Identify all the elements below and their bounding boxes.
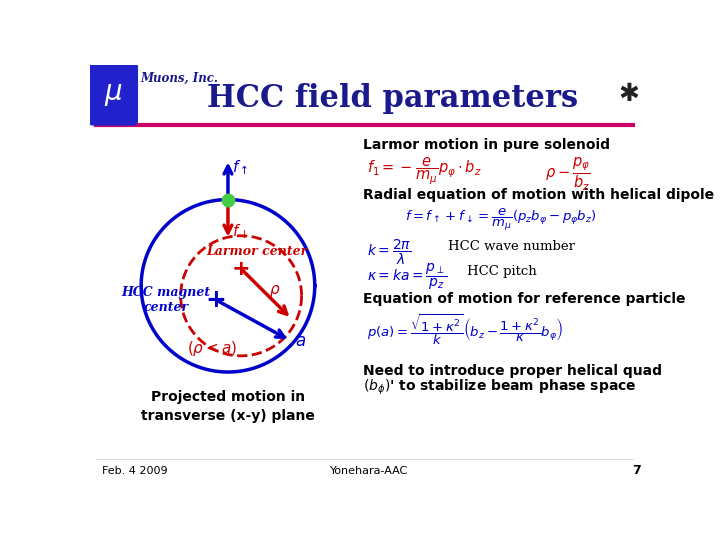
Text: Feb. 4 2009: Feb. 4 2009 bbox=[102, 465, 167, 476]
Text: $a$: $a$ bbox=[294, 334, 306, 350]
Text: Equation of motion for reference particle: Equation of motion for reference particl… bbox=[363, 292, 685, 306]
Text: $f_\downarrow$: $f_\downarrow$ bbox=[232, 222, 248, 241]
Text: Larmor motion in pure solenoid: Larmor motion in pure solenoid bbox=[363, 138, 610, 152]
Text: Radial equation of motion with helical dipole: Radial equation of motion with helical d… bbox=[363, 188, 714, 202]
Text: $k = \dfrac{2\pi}{\lambda}$: $k = \dfrac{2\pi}{\lambda}$ bbox=[366, 237, 411, 267]
Text: HCC pitch: HCC pitch bbox=[467, 265, 537, 278]
Text: HCC field parameters: HCC field parameters bbox=[207, 83, 578, 114]
Text: Need to introduce proper helical quad: Need to introduce proper helical quad bbox=[363, 363, 662, 377]
Text: 7: 7 bbox=[632, 464, 641, 477]
Text: $\rho - \dfrac{p_\varphi}{b_z}$: $\rho - \dfrac{p_\varphi}{b_z}$ bbox=[545, 156, 590, 193]
Text: $(b_\phi)$' to stabilize beam phase space: $(b_\phi)$' to stabilize beam phase spac… bbox=[363, 377, 636, 397]
Text: $\rho$: $\rho$ bbox=[269, 283, 281, 299]
Text: Projected motion in
transverse (x-y) plane: Projected motion in transverse (x-y) pla… bbox=[141, 390, 315, 423]
Text: Larmor center: Larmor center bbox=[206, 245, 307, 258]
Text: $f_\uparrow$: $f_\uparrow$ bbox=[232, 158, 248, 177]
Text: $f = f_\uparrow + f_\downarrow = \dfrac{e}{m_\mu}(p_z b_\varphi - p_\varphi b_z): $f = f_\uparrow + f_\downarrow = \dfrac{… bbox=[405, 206, 597, 233]
Text: $(\rho < a)$: $(\rho < a)$ bbox=[187, 339, 238, 357]
Text: Yonehara-AAC: Yonehara-AAC bbox=[330, 465, 408, 476]
Text: Muons, Inc.: Muons, Inc. bbox=[140, 72, 218, 85]
Text: $\mu$: $\mu$ bbox=[104, 82, 122, 109]
Text: $f_1 = -\dfrac{e}{m_\mu}p_\varphi \cdot b_z$: $f_1 = -\dfrac{e}{m_\mu}p_\varphi \cdot … bbox=[366, 156, 482, 187]
Text: +: + bbox=[205, 288, 226, 312]
Text: $\kappa = ka = \dfrac{p_\perp}{p_z}$: $\kappa = ka = \dfrac{p_\perp}{p_z}$ bbox=[366, 262, 447, 292]
Text: HCC wave number: HCC wave number bbox=[448, 240, 575, 253]
FancyBboxPatch shape bbox=[89, 63, 138, 126]
Text: $p(a) = \dfrac{\sqrt{1+\kappa^2}}{k}\left(b_z - \dfrac{1+\kappa^2}{\kappa} b_\va: $p(a) = \dfrac{\sqrt{1+\kappa^2}}{k}\lef… bbox=[366, 312, 563, 347]
Text: ✱: ✱ bbox=[619, 82, 640, 106]
Text: +: + bbox=[232, 259, 251, 279]
Text: HCC magnet
center: HCC magnet center bbox=[122, 286, 210, 314]
